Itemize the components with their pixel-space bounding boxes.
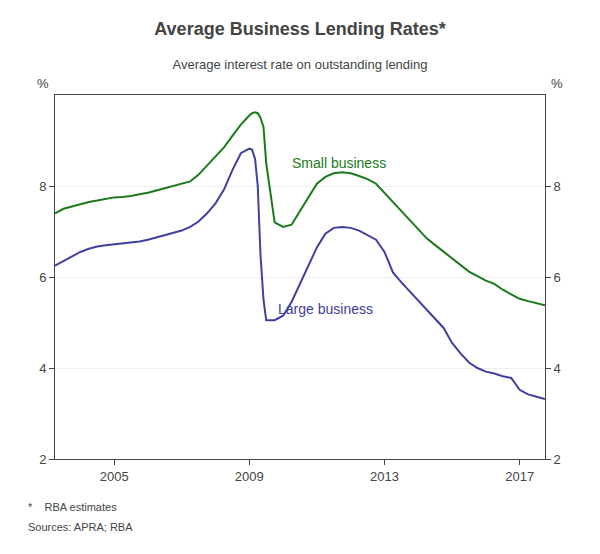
svg-text:6: 6	[554, 270, 561, 285]
svg-text:Small business: Small business	[292, 155, 386, 171]
svg-text:2009: 2009	[235, 469, 264, 484]
svg-text:Large business: Large business	[278, 301, 373, 317]
svg-text:4: 4	[554, 361, 561, 376]
svg-text:2005: 2005	[100, 469, 129, 484]
svg-text:6: 6	[39, 270, 46, 285]
svg-text:8: 8	[554, 179, 561, 194]
svg-text:%: %	[551, 76, 563, 91]
svg-text:4: 4	[39, 361, 46, 376]
svg-text:2: 2	[39, 452, 46, 467]
svg-text:Average interest rate on outst: Average interest rate on outstanding len…	[173, 57, 428, 72]
svg-text:8: 8	[39, 179, 46, 194]
svg-text:* RBA estimates: * RBA estimates	[28, 501, 117, 513]
svg-text:2017: 2017	[505, 469, 534, 484]
svg-text:Sources: APRA; RBA: Sources: APRA; RBA	[28, 521, 133, 533]
svg-text:2013: 2013	[370, 469, 399, 484]
svg-text:Average Business Lending Rates: Average Business Lending Rates*	[154, 19, 445, 39]
svg-text:%: %	[37, 76, 49, 91]
svg-text:2: 2	[554, 452, 561, 467]
